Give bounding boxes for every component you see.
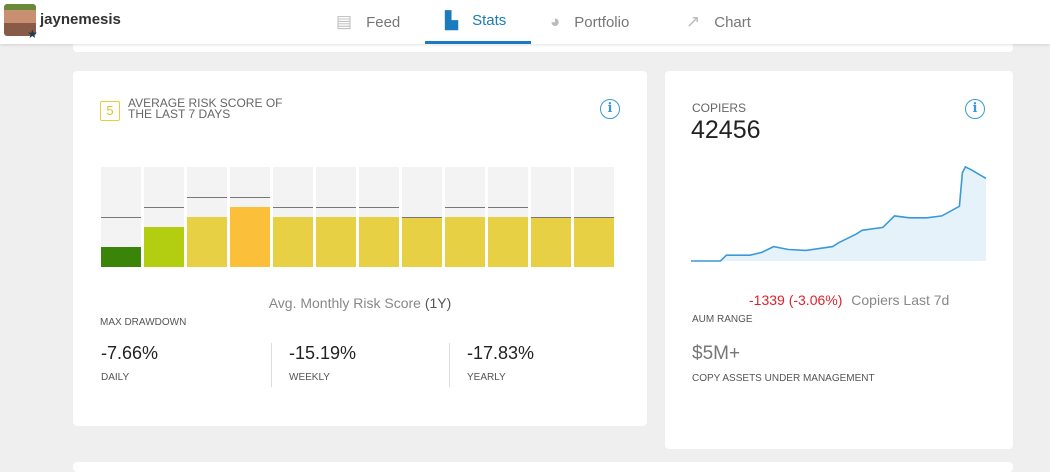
risk-bar-fill <box>402 217 442 267</box>
aum-label: AUM RANGE <box>692 314 753 325</box>
risk-bar[interactable] <box>187 167 227 267</box>
risk-bar-fill <box>445 217 485 267</box>
info-icon[interactable]: i <box>600 99 620 119</box>
risk-title: AVERAGE RISK SCORE OF THE LAST 7 DAYS <box>128 96 283 121</box>
risk-bar-max-marker <box>144 207 184 208</box>
tab-stats[interactable]: ▙ Stats <box>425 0 531 44</box>
risk-bar-fill <box>488 217 528 267</box>
change-value: -1339 (-3.06%) <box>749 292 843 308</box>
tab-portfolio[interactable]: ◕ Portfolio <box>550 0 629 44</box>
risk-bar[interactable] <box>101 167 141 267</box>
risk-bar-max-marker <box>445 207 485 208</box>
risk-bar-max-marker <box>531 217 571 218</box>
risk-bar-fill <box>144 227 184 267</box>
risk-bar-fill <box>531 217 571 267</box>
tab-feed[interactable]: ▤ Feed <box>336 0 400 44</box>
risk-bar-max-marker <box>402 217 442 218</box>
stat-label: YEARLY <box>467 372 506 383</box>
risk-bar[interactable] <box>359 167 399 267</box>
risk-bar[interactable] <box>531 167 571 267</box>
stat-value: -15.19% <box>289 343 357 363</box>
risk-bar-max-marker <box>273 207 313 208</box>
tab-label: Stats <box>472 12 507 29</box>
pie-chart-icon: ◕ <box>550 12 561 31</box>
risk-bar[interactable] <box>574 167 614 267</box>
top-nav: ★ jaynemesis ▤ Feed ▙ Stats ◕ Portfolio ↗ Ch… <box>0 0 1050 44</box>
risk-bar[interactable] <box>230 167 270 267</box>
aum-description: COPY ASSETS UNDER MANAGEMENT <box>692 373 875 384</box>
copiers-count: 42456 <box>691 116 761 144</box>
risk-bar-max-marker <box>574 217 614 218</box>
risk-bar-fill <box>359 217 399 267</box>
star-icon: ★ <box>27 27 38 41</box>
copiers-card: COPIERS 42456 i -1339 (-3.06%) Copiers L… <box>665 71 1013 449</box>
next-card <box>73 462 1013 472</box>
risk-bar-max-marker <box>101 217 141 218</box>
risk-bar[interactable] <box>445 167 485 267</box>
stat-label: WEEKLY <box>289 372 330 383</box>
tab-label: Feed <box>366 13 401 31</box>
divider <box>271 343 272 387</box>
risk-bar-fill <box>316 217 356 267</box>
bar-chart-icon: ▙ <box>445 10 459 30</box>
change-label: Copiers Last 7d <box>851 292 950 308</box>
risk-bar-max-marker <box>316 207 356 208</box>
feed-icon: ▤ <box>336 12 353 31</box>
copiers-title: COPIERS <box>692 101 747 115</box>
stat-value: -17.83% <box>467 343 535 363</box>
risk-bar[interactable] <box>273 167 313 267</box>
risk-card: 5 AVERAGE RISK SCORE OF THE LAST 7 DAYS … <box>73 71 647 426</box>
risk-caption: Avg. Monthly Risk Score (1Y) <box>268 295 452 311</box>
tab-chart[interactable]: ↗ Chart <box>686 0 751 44</box>
risk-bar-fill <box>187 217 227 267</box>
risk-bar[interactable] <box>488 167 528 267</box>
stat-yearly: -17.83% YEARLY <box>449 343 534 387</box>
risk-bar-max-marker <box>187 197 227 198</box>
risk-bar[interactable] <box>316 167 356 267</box>
risk-bar-fill <box>230 207 270 267</box>
tab-label: Portfolio <box>574 13 630 31</box>
stat-value: -7.66% <box>101 343 159 363</box>
copiers-area <box>691 166 986 261</box>
risk-bar-max-marker <box>488 207 528 208</box>
risk-bar-max-marker <box>359 207 399 208</box>
risk-bar-fill <box>273 217 313 267</box>
tab-label: Chart <box>714 13 751 31</box>
risk-bar[interactable] <box>402 167 442 267</box>
risk-bar-fill <box>101 247 141 267</box>
risk-bar-fill <box>574 217 614 267</box>
aum-value: $5M+ <box>692 343 741 364</box>
info-icon[interactable]: i <box>965 99 985 119</box>
stat-label: DAILY <box>101 372 130 383</box>
risk-bar-max-marker <box>230 197 270 198</box>
risk-bar[interactable] <box>144 167 184 267</box>
copiers-change: -1339 (-3.06%) Copiers Last 7d <box>749 292 949 308</box>
divider <box>449 343 450 387</box>
stat-daily: -7.66% DAILY <box>83 343 158 387</box>
username[interactable]: jaynemesis <box>40 11 121 28</box>
stat-weekly: -15.19% WEEKLY <box>271 343 356 387</box>
trend-chart-icon: ↗ <box>686 12 701 31</box>
copiers-line <box>691 165 987 262</box>
copiers-area-chart <box>691 165 987 262</box>
avatar[interactable] <box>4 4 36 36</box>
max-drawdown-label: MAX DRAWDOWN <box>100 317 187 328</box>
risk-score-badge: 5 <box>100 101 120 121</box>
